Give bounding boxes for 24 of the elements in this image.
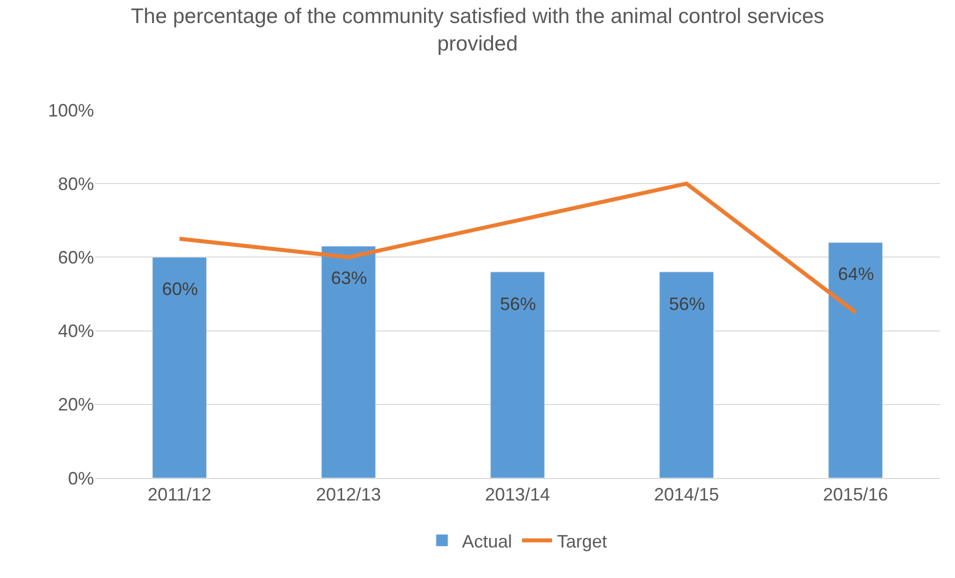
x-tick-label: 2012/13 xyxy=(316,484,382,505)
x-tick-label: 2011/12 xyxy=(148,484,212,505)
y-tick-label: 40% xyxy=(58,321,94,342)
bar xyxy=(152,256,207,478)
data-label: 63% xyxy=(331,268,368,288)
legend-label: Actual xyxy=(462,531,512,552)
data-label: 64% xyxy=(838,264,874,284)
y-tick-label: 20% xyxy=(58,394,94,415)
y-tick-label: 60% xyxy=(58,248,94,268)
x-tick-label: 2013/14 xyxy=(484,484,550,505)
y-tick-label: 0% xyxy=(68,468,94,488)
data-label: 56% xyxy=(500,294,536,314)
data-label: 60% xyxy=(162,279,198,299)
x-tick-label: 2015/16 xyxy=(822,484,888,505)
legend-label: Target xyxy=(557,531,608,552)
chart-title: The percentage of the community satisfied with the animal control services provided xyxy=(130,5,824,56)
bar xyxy=(490,272,545,478)
bar xyxy=(659,272,714,478)
data-label: 56% xyxy=(669,294,706,314)
x-tick-label: 2014/15 xyxy=(654,484,720,505)
y-tick-label: 100% xyxy=(48,100,94,120)
bar xyxy=(321,246,376,478)
bar xyxy=(828,242,883,478)
y-tick-label: 80% xyxy=(58,174,94,194)
